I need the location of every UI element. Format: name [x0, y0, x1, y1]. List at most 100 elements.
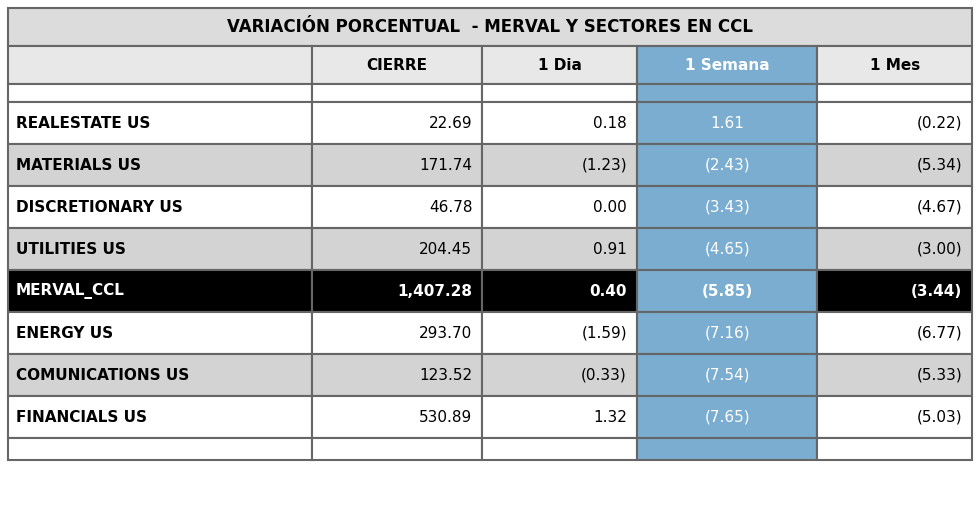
Bar: [637, 396, 817, 438]
Bar: [313, 186, 482, 228]
Text: (1.59): (1.59): [581, 325, 627, 341]
Bar: [817, 144, 972, 186]
Bar: [817, 396, 972, 438]
Text: (2.43): (2.43): [705, 157, 750, 173]
Bar: [8, 8, 972, 46]
Text: 1,407.28: 1,407.28: [397, 284, 472, 298]
Text: REALESTATE US: REALESTATE US: [16, 116, 150, 130]
Text: 0.00: 0.00: [593, 200, 627, 214]
Bar: [637, 438, 817, 460]
Bar: [817, 46, 972, 84]
Text: VARIACIÓN PORCENTUAL  - MERVAL Y SECTORES EN CCL: VARIACIÓN PORCENTUAL - MERVAL Y SECTORES…: [227, 18, 753, 36]
Text: (5.03): (5.03): [916, 410, 962, 425]
Bar: [8, 438, 313, 460]
Bar: [313, 270, 482, 312]
Text: 46.78: 46.78: [429, 200, 472, 214]
Bar: [637, 312, 817, 354]
Bar: [817, 438, 972, 460]
Bar: [8, 144, 313, 186]
Bar: [817, 84, 972, 102]
Bar: [8, 84, 313, 102]
Text: 1 Semana: 1 Semana: [685, 58, 769, 72]
Bar: [637, 270, 817, 312]
Bar: [637, 186, 817, 228]
Text: UTILITIES US: UTILITIES US: [16, 241, 125, 257]
Text: 204.45: 204.45: [419, 241, 472, 257]
Text: 1.32: 1.32: [593, 410, 627, 425]
Bar: [8, 186, 313, 228]
Bar: [313, 354, 482, 396]
Text: 0.40: 0.40: [589, 284, 627, 298]
Bar: [313, 102, 482, 144]
Bar: [482, 354, 637, 396]
Text: (5.34): (5.34): [916, 157, 962, 173]
Bar: [8, 102, 313, 144]
Text: (3.44): (3.44): [910, 284, 962, 298]
Bar: [482, 312, 637, 354]
Bar: [817, 186, 972, 228]
Text: FINANCIALS US: FINANCIALS US: [16, 410, 147, 425]
Bar: [482, 186, 637, 228]
Text: 123.52: 123.52: [419, 367, 472, 382]
Bar: [817, 102, 972, 144]
Bar: [8, 396, 313, 438]
Text: 1 Dia: 1 Dia: [538, 58, 581, 72]
Text: 171.74: 171.74: [419, 157, 472, 173]
Bar: [637, 46, 817, 84]
Text: 0.91: 0.91: [593, 241, 627, 257]
Bar: [637, 354, 817, 396]
Text: (5.85): (5.85): [702, 284, 753, 298]
Bar: [313, 144, 482, 186]
Bar: [313, 438, 482, 460]
Text: 530.89: 530.89: [419, 410, 472, 425]
Text: 1 Mes: 1 Mes: [869, 58, 920, 72]
Bar: [482, 46, 637, 84]
Bar: [313, 312, 482, 354]
Bar: [482, 84, 637, 102]
Bar: [8, 46, 313, 84]
Bar: [817, 270, 972, 312]
Bar: [8, 270, 313, 312]
Text: 1.61: 1.61: [710, 116, 744, 130]
Bar: [817, 354, 972, 396]
Bar: [8, 312, 313, 354]
Text: (7.54): (7.54): [705, 367, 750, 382]
Bar: [8, 228, 313, 270]
Bar: [637, 84, 817, 102]
Text: COMUNICATIONS US: COMUNICATIONS US: [16, 367, 189, 382]
Bar: [817, 312, 972, 354]
Bar: [313, 46, 482, 84]
Text: MATERIALS US: MATERIALS US: [16, 157, 141, 173]
Bar: [482, 144, 637, 186]
Text: (7.16): (7.16): [705, 325, 750, 341]
Text: (4.67): (4.67): [916, 200, 962, 214]
Text: 22.69: 22.69: [428, 116, 472, 130]
Bar: [8, 354, 313, 396]
Text: (7.65): (7.65): [705, 410, 750, 425]
Bar: [313, 228, 482, 270]
Text: (3.00): (3.00): [916, 241, 962, 257]
Bar: [482, 438, 637, 460]
Text: (3.43): (3.43): [705, 200, 750, 214]
Bar: [313, 396, 482, 438]
Text: CIERRE: CIERRE: [367, 58, 427, 72]
Bar: [817, 228, 972, 270]
Text: MERVAL_CCL: MERVAL_CCL: [16, 283, 124, 299]
Text: (0.33): (0.33): [581, 367, 627, 382]
Text: (6.77): (6.77): [916, 325, 962, 341]
Text: (4.65): (4.65): [705, 241, 750, 257]
Text: (1.23): (1.23): [581, 157, 627, 173]
Text: 0.18: 0.18: [593, 116, 627, 130]
Bar: [637, 228, 817, 270]
Text: 293.70: 293.70: [419, 325, 472, 341]
Text: (0.22): (0.22): [916, 116, 962, 130]
Bar: [482, 228, 637, 270]
Bar: [637, 144, 817, 186]
Text: DISCRETIONARY US: DISCRETIONARY US: [16, 200, 182, 214]
Bar: [482, 396, 637, 438]
Text: (5.33): (5.33): [916, 367, 962, 382]
Bar: [637, 102, 817, 144]
Text: ENERGY US: ENERGY US: [16, 325, 113, 341]
Bar: [482, 270, 637, 312]
Bar: [482, 102, 637, 144]
